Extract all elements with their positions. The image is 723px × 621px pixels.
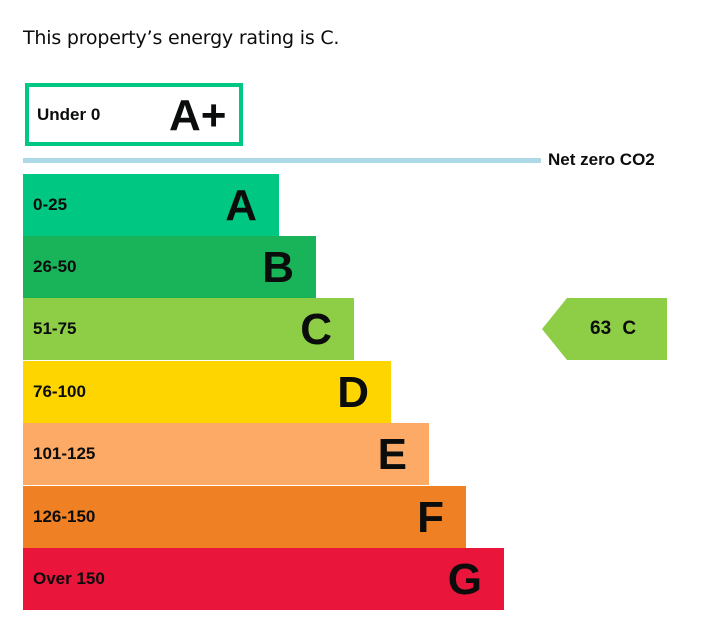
band-range: 51-75 [33,319,77,338]
band-e: 101-125 E [23,423,429,485]
band-letter: D [337,368,369,417]
band-b: 26-50 B [23,236,316,298]
band-range: 76-100 [33,382,86,401]
band-c: 51-75 C [23,298,354,360]
band-letter: B [262,243,294,292]
band-letter: C [300,305,332,354]
energy-rating-summary: This property’s energy rating is C. [23,27,340,49]
band-a: 0-25 A [23,174,279,236]
band-range: 0-25 [33,195,68,214]
net-zero-label: Net zero CO2 [548,150,655,169]
net-zero-line [23,158,541,163]
band-letter: F [417,493,444,542]
band-letter: E [377,430,407,479]
band-range: 101-125 [33,444,96,463]
band-range: 26-50 [33,257,77,276]
band-range: 126-150 [33,507,96,526]
band-letter: G [447,555,482,604]
band-range: Over 150 [33,569,105,588]
band-g: Over 150 G [23,548,504,610]
band-f: 126-150 F [23,486,466,548]
band-range: Under 0 [37,105,101,124]
band-letter: A+ [169,91,227,140]
current-rating-arrow: 63 C [542,298,667,360]
band-a-plus: Under 0 A+ [25,83,243,146]
band-d: 76-100 D [23,361,391,423]
current-rating-value: 63 C [590,318,637,339]
arrow-left-icon [542,298,667,360]
band-letter: A [225,181,257,230]
